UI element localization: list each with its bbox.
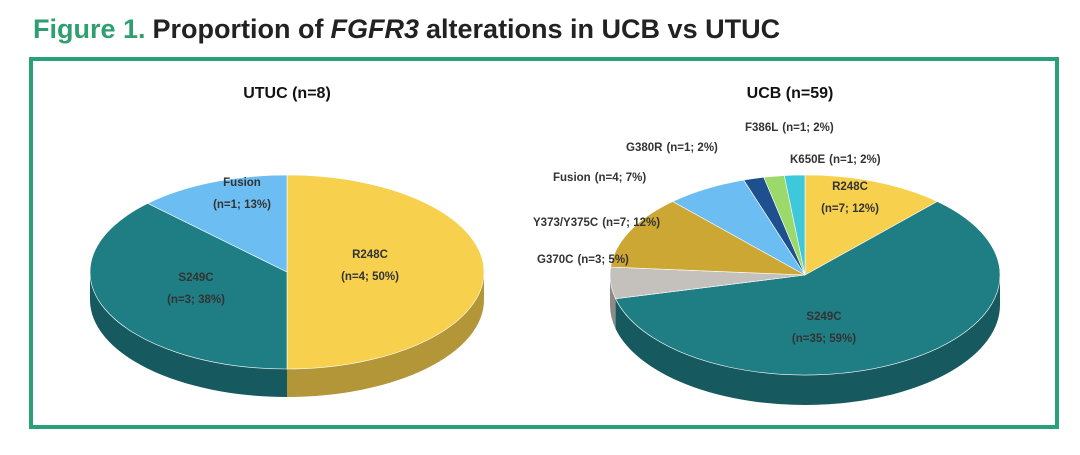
slice-label: Fusion bbox=[553, 172, 591, 184]
pie-slice bbox=[286, 174, 485, 370]
pie-slice bbox=[89, 203, 288, 370]
slice-label-group: F386L (n=1; 2%) bbox=[745, 122, 834, 134]
slice-label: K650E bbox=[790, 154, 825, 166]
figure-title: Proportion of bbox=[152, 14, 324, 44]
slice-label-group: G370C (n=3; 5%) bbox=[537, 254, 629, 266]
pie-side bbox=[610, 275, 616, 329]
figure-title-gene: FGFR3 bbox=[330, 14, 420, 44]
slice-label: G370C bbox=[537, 254, 573, 266]
slice-value-label: (n=7; 12%) bbox=[821, 203, 879, 215]
slice-label-group: Y373/Y375C (n=7; 12%) bbox=[533, 217, 660, 229]
figure-title: alterations in UCB vs UTUC bbox=[426, 14, 781, 44]
chart-title: UCB (n=59) bbox=[747, 85, 834, 102]
pie-side bbox=[287, 272, 484, 397]
slice-value-label: (n=4; 7%) bbox=[595, 172, 647, 184]
slice-label-group: G380R (n=1; 2%) bbox=[626, 142, 718, 154]
pie-side bbox=[90, 272, 287, 397]
slice-label: S249C bbox=[806, 311, 841, 323]
pie-side bbox=[615, 275, 1000, 406]
pie-slice bbox=[615, 201, 1001, 376]
figure-label: Figure 1. bbox=[33, 14, 146, 44]
slice-value-label: (n=35; 59%) bbox=[792, 333, 856, 345]
slice-value-label: (n=1; 13%) bbox=[213, 199, 271, 211]
pie-slice bbox=[610, 201, 806, 276]
pie-slice bbox=[147, 174, 288, 273]
slice-value-label: (n=1; 2%) bbox=[829, 154, 881, 166]
slice-label: R248C bbox=[352, 249, 388, 261]
slice-value-label: (n=4; 50%) bbox=[341, 271, 399, 283]
slice-value-label: (n=3; 5%) bbox=[577, 254, 629, 266]
slice-label: S249C bbox=[178, 272, 213, 284]
slice-label: Y373/Y375C bbox=[533, 217, 598, 229]
slice-value-label: (n=3; 38%) bbox=[167, 294, 225, 306]
figure-frame bbox=[29, 57, 1059, 429]
figure-heading: Figure 1. Proportion of FGFR3 alterations i… bbox=[33, 14, 787, 45]
slice-label: G380R bbox=[626, 142, 663, 154]
slice-value-label: (n=1; 2%) bbox=[782, 122, 834, 134]
pie-slice bbox=[783, 174, 806, 276]
slice-value-label: (n=7; 12%) bbox=[602, 217, 660, 229]
slice-value-label: (n=1; 2%) bbox=[666, 142, 718, 154]
chart-title: UTUC (n=8) bbox=[243, 85, 331, 102]
slice-label: F386L bbox=[745, 122, 778, 134]
slice-label-group: K650E (n=1; 2%) bbox=[790, 154, 881, 166]
slice-label-group: Fusion (n=4; 7%) bbox=[553, 172, 646, 184]
slice-label: Fusion bbox=[223, 177, 261, 189]
slice-label: R248C bbox=[832, 181, 868, 193]
pie-slice bbox=[804, 174, 938, 276]
